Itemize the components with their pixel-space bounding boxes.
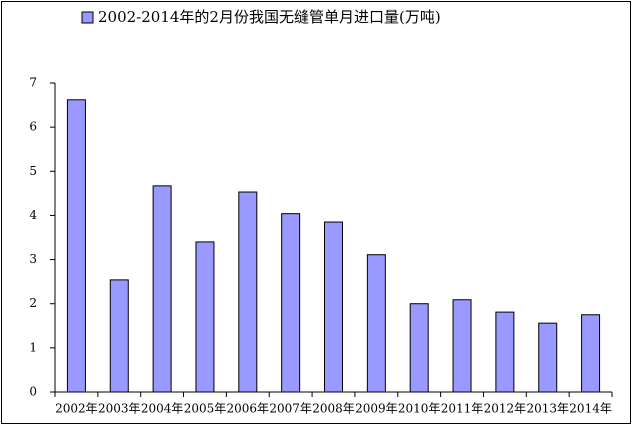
x-tick-label: 2006年: [227, 402, 270, 416]
legend-label: 2002-2014年的2月份我国无缝管单月进口量(万吨): [98, 8, 441, 26]
bar: [195, 241, 215, 393]
x-tick-label: 2002年: [55, 402, 98, 416]
bar: [452, 299, 472, 393]
x-tick-label: 2010年: [398, 402, 441, 416]
bar: [581, 314, 601, 393]
bar: [66, 99, 86, 393]
x-tick-label: 2005年: [184, 402, 227, 416]
y-tick-label: 6: [29, 120, 37, 134]
x-tick-label: 2012年: [484, 402, 527, 416]
bar: [538, 322, 558, 393]
bar: [238, 191, 258, 393]
x-tick-label: 2008年: [312, 402, 355, 416]
y-tick-label: 5: [29, 164, 37, 178]
x-tick-label: 2014年: [569, 402, 612, 416]
y-tick-label: 1: [29, 340, 37, 354]
bar: [281, 213, 301, 393]
x-tick-label: 2011年: [441, 402, 484, 416]
y-tick-label: 7: [29, 76, 37, 90]
legend-swatch: [81, 11, 94, 24]
bar: [324, 221, 343, 393]
y-tick-label: 0: [29, 385, 37, 399]
y-tick-label: 4: [29, 208, 37, 222]
x-tick-label: 2009年: [355, 402, 398, 416]
x-tick-label: 2013年: [526, 402, 569, 416]
bar: [409, 303, 429, 393]
y-tick-label: 2: [29, 296, 37, 310]
x-tick-label: 2003年: [98, 402, 141, 416]
x-tick-label: 2004年: [141, 402, 184, 416]
x-tick-label: 2007年: [269, 402, 312, 416]
bar: [495, 311, 515, 393]
bar: [366, 254, 386, 393]
bar: [109, 279, 129, 393]
y-tick-label: 3: [29, 252, 37, 266]
bar: [152, 185, 172, 393]
